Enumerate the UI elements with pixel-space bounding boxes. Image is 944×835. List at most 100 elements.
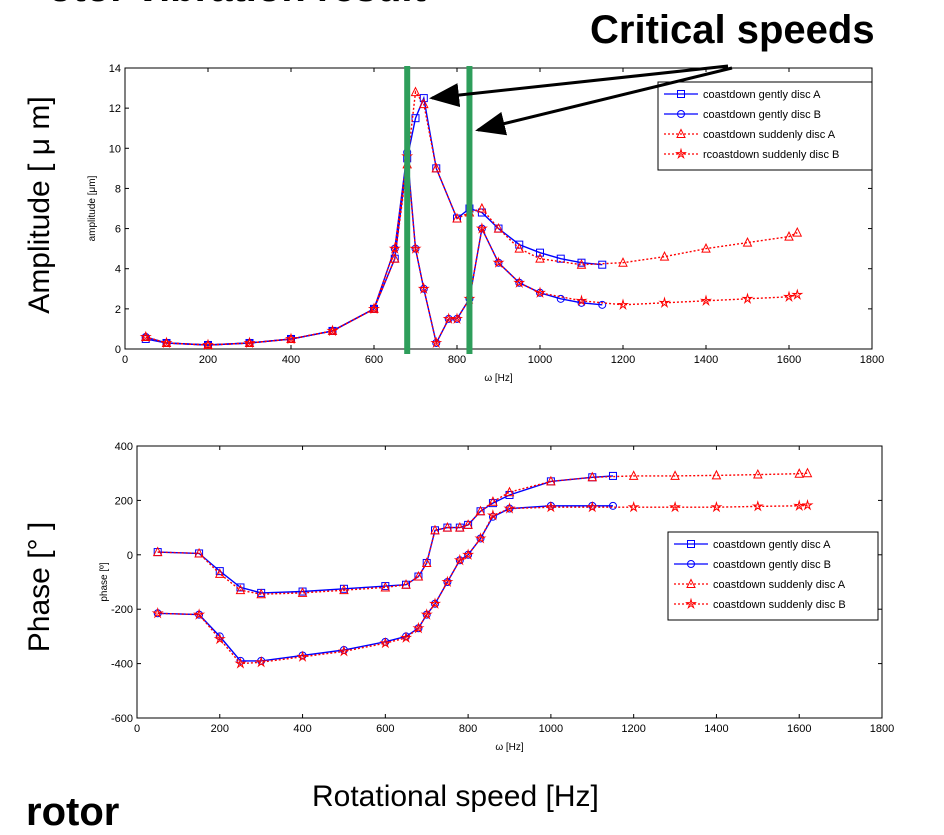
y-tick-label: 12	[109, 103, 121, 115]
y-tick-label: 6	[115, 224, 121, 236]
data-point	[388, 242, 401, 254]
x-tick-label: 1400	[704, 723, 728, 735]
x-tick-label: 1400	[694, 354, 718, 366]
data-point	[493, 222, 504, 233]
data-point	[488, 499, 497, 508]
x-tick-label: 1000	[528, 354, 552, 366]
legend-marker	[684, 597, 698, 610]
data-point	[504, 486, 515, 497]
data-point	[586, 500, 599, 513]
legend-label: rcoastdown suddenly disc B	[703, 149, 839, 161]
data-point	[556, 254, 565, 263]
series-triangle-red	[152, 467, 813, 599]
critical-speeds-label: Critical speeds	[590, 8, 875, 52]
y-tick-label: -600	[111, 713, 133, 725]
legend-label: coastdown gently disc A	[713, 539, 831, 551]
data-point	[326, 324, 339, 337]
series-star-red	[151, 498, 814, 669]
data-point	[784, 230, 794, 241]
data-point	[284, 332, 298, 345]
data-point	[235, 584, 246, 595]
x-tick-label: 200	[211, 723, 229, 735]
x-tick-label: 400	[282, 354, 300, 366]
series-line	[157, 472, 808, 595]
data-point	[194, 547, 204, 558]
data-point	[160, 336, 173, 349]
data-point	[474, 532, 487, 544]
data-point	[367, 302, 381, 314]
data-point	[616, 298, 630, 310]
y-tick-label: -200	[111, 604, 133, 616]
y-tick-label: -400	[111, 659, 133, 671]
x-tick-label: 1600	[777, 354, 801, 366]
series-line	[145, 90, 798, 346]
data-point	[556, 294, 565, 303]
data-point	[399, 631, 413, 643]
data-point	[546, 475, 556, 486]
legend-marker	[687, 540, 695, 548]
data-point	[513, 276, 526, 288]
legend-label: coastdown gently disc A	[703, 89, 821, 101]
data-point	[411, 114, 420, 123]
data-point	[575, 294, 588, 306]
data-point	[152, 546, 163, 557]
data-point	[792, 226, 803, 237]
data-point	[742, 237, 753, 247]
data-point	[801, 498, 814, 511]
data-point	[802, 467, 813, 478]
data-point	[450, 312, 464, 324]
y-tick-label: 0	[127, 550, 133, 562]
data-point	[431, 162, 442, 173]
data-point	[628, 470, 639, 480]
x-tick-label: 200	[199, 354, 217, 366]
data-point	[577, 298, 586, 307]
data-point	[401, 579, 411, 589]
data-point	[627, 500, 640, 513]
data-point	[412, 621, 425, 634]
data-point	[782, 290, 796, 302]
y-axis-label: phase [º]	[99, 562, 110, 601]
data-point	[492, 256, 505, 268]
data-point	[535, 253, 545, 263]
data-point	[243, 336, 256, 349]
legend-label: coastdown gently disc B	[703, 109, 821, 121]
y-tick-label: 8	[115, 183, 121, 195]
x-axis-label: ω [Hz]	[495, 742, 524, 753]
data-point	[669, 500, 681, 513]
x-tick-label: 600	[376, 723, 394, 735]
x-tick-label: 1600	[787, 723, 811, 735]
y-tick-label: 200	[115, 495, 133, 507]
legend-label: coastdown gently disc B	[713, 559, 831, 571]
data-point	[213, 632, 226, 645]
arrow-second-critical	[475, 66, 733, 136]
slide-title: otor vibration result	[48, 0, 426, 11]
data-point	[256, 588, 266, 599]
data-point	[215, 567, 224, 576]
data-point	[417, 282, 430, 294]
data-point	[442, 521, 453, 532]
series-line	[157, 504, 808, 665]
critical-speed-arrows	[429, 64, 733, 136]
data-point	[753, 468, 763, 479]
y-tick-label: 400	[115, 441, 133, 453]
data-point	[453, 553, 466, 566]
legend-box	[667, 531, 879, 621]
data-point	[587, 471, 598, 482]
x-tick-label: 0	[134, 723, 140, 735]
y-tick-label: 0	[115, 344, 121, 356]
data-point	[452, 212, 462, 223]
data-point	[659, 251, 670, 261]
data-point	[658, 296, 671, 308]
data-point	[327, 325, 338, 335]
data-point	[296, 650, 309, 662]
data-point	[201, 338, 215, 351]
data-point	[420, 608, 433, 620]
legend-box	[657, 81, 873, 171]
phase-plot: 0 200 400 600 800 1000 1200 1400 1600 1800 -600 -40…	[99, 441, 894, 753]
data-point	[608, 471, 617, 480]
data-point	[486, 509, 499, 521]
data-point	[793, 499, 806, 511]
x-axis-label: ω [Hz]	[484, 373, 513, 384]
data-point	[255, 655, 268, 668]
data-point	[413, 570, 424, 581]
